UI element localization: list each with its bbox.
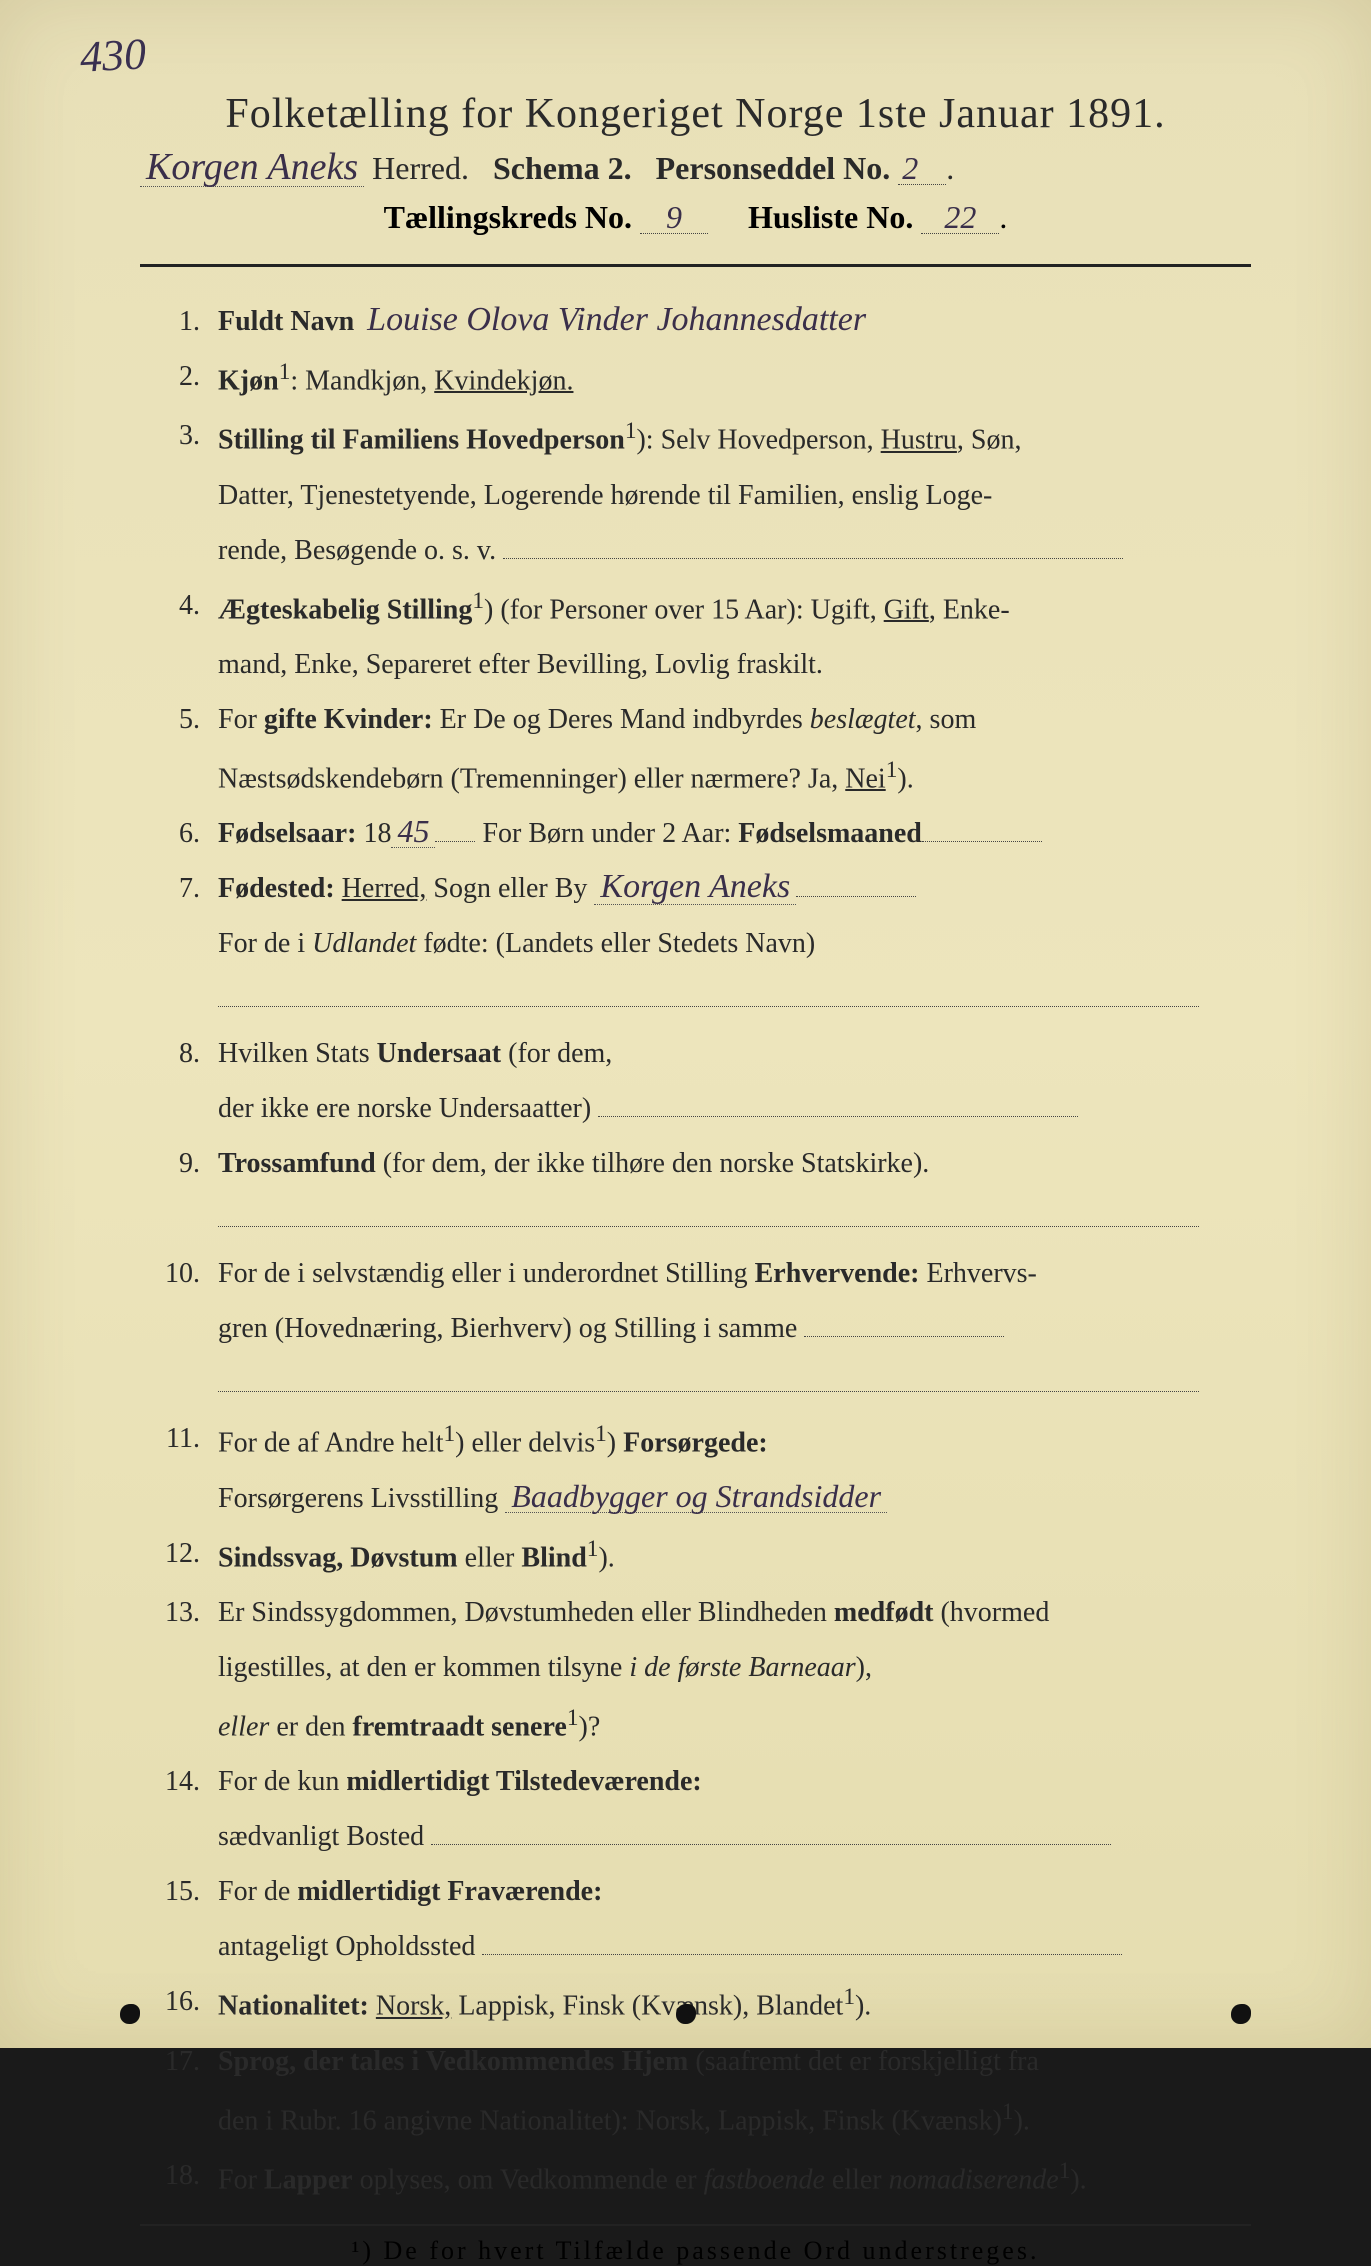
item-7: 7. Fødested: Herred, Sogn eller By Korge… xyxy=(140,864,1251,913)
page-number-handwritten: 430 xyxy=(79,28,148,82)
hole-icon xyxy=(120,2004,140,2024)
item-18: 18. For Lapper oplyses, om Vedkommende e… xyxy=(140,2151,1251,2204)
divider-bottom xyxy=(140,2224,1251,2226)
divider-top xyxy=(140,264,1251,267)
provider-occupation-hand: Baadbygger og Strandsidder xyxy=(505,1480,887,1513)
herred-handwritten: Korgen Aneks xyxy=(140,148,364,187)
item-15: 15. For de midlertidigt Fraværende: xyxy=(140,1867,1251,1916)
census-form-page: 430 Folketælling for Kongeriget Norge 1s… xyxy=(0,0,1371,2048)
item-17: 17. Sprog, der tales i Vedkommendes Hjem… xyxy=(140,2037,1251,2086)
item-4-cont: mand, Enke, Separeret efter Bevilling, L… xyxy=(140,640,1251,689)
form-items: 1. Fuldt Navn Louise Olova Vinder Johann… xyxy=(140,297,1251,2204)
item-13-cont1: ligestilles, at den er kommen tilsyne i … xyxy=(140,1643,1251,1692)
item-13-cont2: eller er den fremtraadt senere1)? xyxy=(140,1698,1251,1751)
item-7-dotline xyxy=(140,974,1251,1023)
birthplace-hand: Korgen Aneks xyxy=(594,870,796,905)
main-title: Folketælling for Kongeriget Norge 1ste J… xyxy=(140,90,1251,138)
item-5-cont: Næstsødskendebørn (Tremenninger) eller n… xyxy=(140,750,1251,803)
personseddel-no: 2 xyxy=(898,152,946,185)
hole-icon xyxy=(1231,2004,1251,2024)
item-11: 11. For de af Andre helt1) eller delvis1… xyxy=(140,1414,1251,1467)
item-17-cont: den i Rubr. 16 angivne Nationalitet): No… xyxy=(140,2092,1251,2145)
binding-holes xyxy=(0,2004,1371,2024)
item-6: 6. Fødselsaar: 1845 For Børn under 2 Aar… xyxy=(140,809,1251,858)
taellingskreds-no: 9 xyxy=(640,201,708,234)
item-3-cont1: Datter, Tjenestetyende, Logerende hørend… xyxy=(140,471,1251,520)
item-10-cont: gren (Hovednæring, Bierhverv) og Stillin… xyxy=(140,1304,1251,1353)
item-1: 1. Fuldt Navn Louise Olova Vinder Johann… xyxy=(140,297,1251,346)
item-14-cont: sædvanligt Bosted xyxy=(140,1812,1251,1861)
item-13: 13. Er Sindssygdommen, Døvstumheden elle… xyxy=(140,1588,1251,1637)
kreds-row: Tællingskreds No. 9 Husliste No. 22. xyxy=(140,199,1251,236)
item-15-cont: antageligt Opholdssted xyxy=(140,1922,1251,1971)
item-7-cont: For de i Udlandet fødte: (Landets eller … xyxy=(140,919,1251,968)
full-name-hand: Louise Olova Vinder Johannesdatter xyxy=(361,303,872,337)
item-8-cont: der ikke ere norske Undersaatter) xyxy=(140,1084,1251,1133)
item-11-cont: Forsørgerens Livsstilling Baadbygger og … xyxy=(140,1474,1251,1523)
item-8: 8. Hvilken Stats Undersaat (for dem, xyxy=(140,1029,1251,1078)
birth-year-hand: 45 xyxy=(391,815,435,848)
item-14: 14. For de kun midlertidigt Tilstedevære… xyxy=(140,1757,1251,1806)
item-10: 10. For de i selvstændig eller i underor… xyxy=(140,1249,1251,1298)
item-12: 12. Sindssvag, Døvstum eller Blind1). xyxy=(140,1529,1251,1582)
item-5: 5. For gifte Kvinder: Er De og Deres Man… xyxy=(140,695,1251,744)
footnote: ¹) De for hvert Tilfælde passende Ord un… xyxy=(140,2236,1251,2266)
item-3: 3. Stilling til Familiens Hovedperson1):… xyxy=(140,411,1251,464)
hole-icon xyxy=(676,2004,696,2024)
item-9: 9. Trossamfund (for dem, der ikke tilhør… xyxy=(140,1139,1251,1188)
item-3-cont2: rende, Besøgende o. s. v. xyxy=(140,526,1251,575)
item-4: 4. Ægteskabelig Stilling1) (for Personer… xyxy=(140,581,1251,634)
husliste-no: 22 xyxy=(921,201,999,234)
herred-row: Korgen Aneks Herred. Schema 2. Personsed… xyxy=(140,148,1251,187)
item-10-dotline xyxy=(140,1359,1251,1408)
item-9-dotline xyxy=(140,1194,1251,1243)
item-2: 2. Kjøn1: Mandkjøn, Kvindekjøn. xyxy=(140,352,1251,405)
